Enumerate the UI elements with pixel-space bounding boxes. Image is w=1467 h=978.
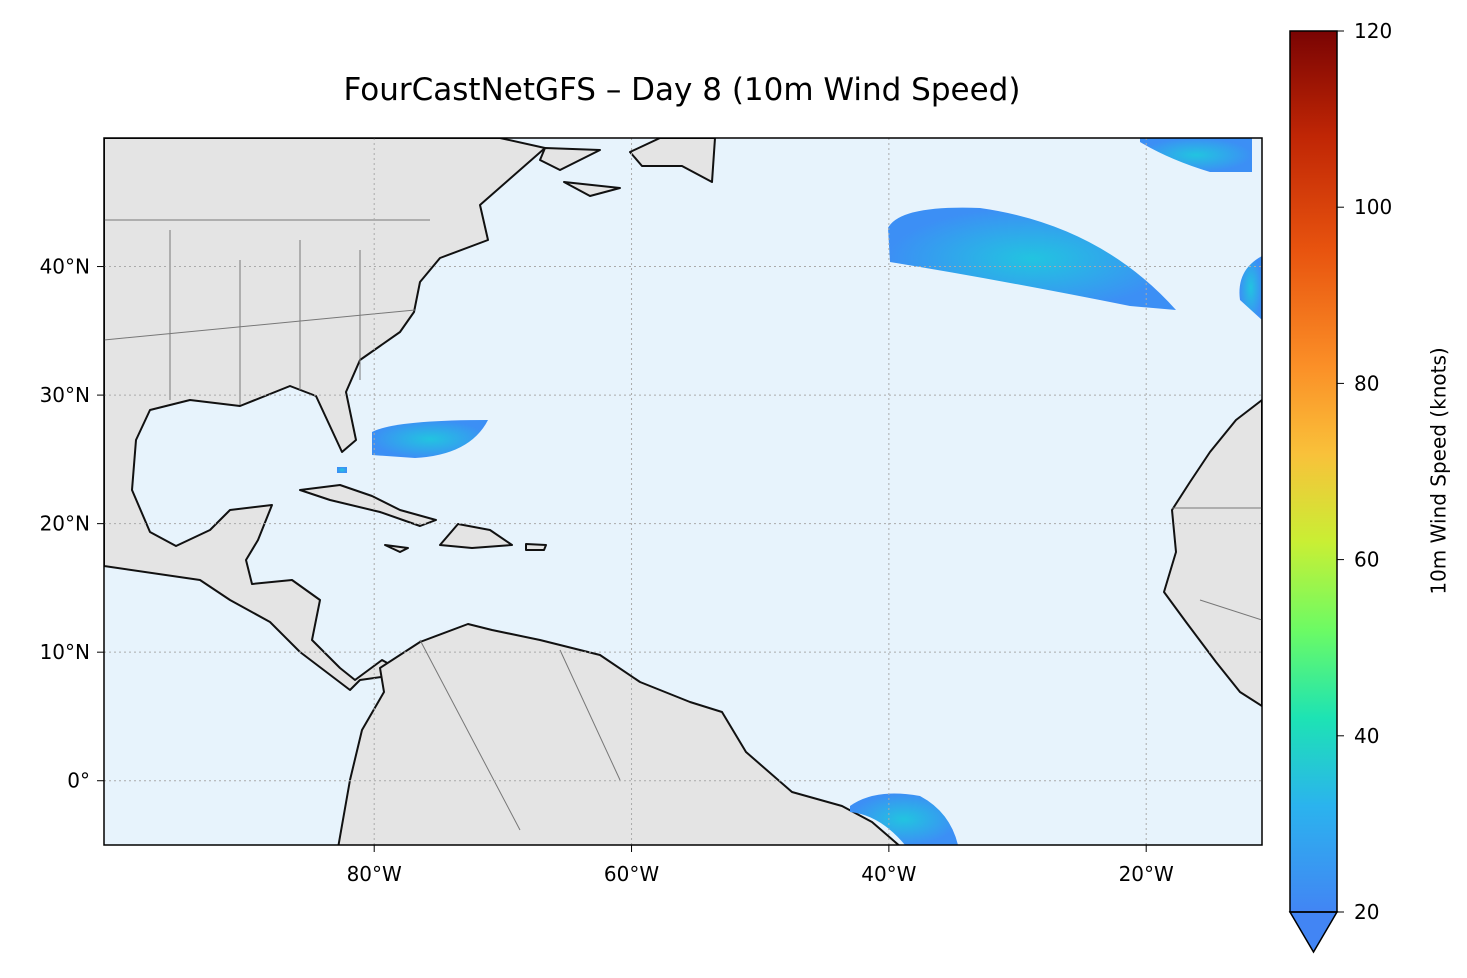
colorbar-label: 10m Wind Speed (knots) <box>1427 347 1451 594</box>
x-tick-label: 20°W <box>1119 862 1174 886</box>
map-title: FourCastNetGFS – Day 8 (10m Wind Speed) <box>344 72 1021 108</box>
colorbar-frame <box>1289 30 1338 913</box>
x-tick-label: 40°W <box>861 862 916 886</box>
y-tick-label: 40°N <box>40 255 90 279</box>
colorbar-tick-label: 100 <box>1354 195 1392 219</box>
colorbar-tick-label: 60 <box>1354 548 1379 572</box>
colorbar-tick-label: 40 <box>1354 724 1379 748</box>
wind-swaths <box>337 138 1262 845</box>
x-tick-label: 60°W <box>604 862 659 886</box>
colorbar-tick-label: 80 <box>1354 371 1379 395</box>
y-tick-label: 0° <box>67 769 90 793</box>
grid <box>104 138 1262 845</box>
borders <box>104 219 1262 831</box>
y-tick-label: 20°N <box>40 512 90 536</box>
y-tick-label: 10°N <box>40 640 90 664</box>
land <box>104 138 1262 845</box>
colorbar <box>1290 31 1337 912</box>
colorbar-extend <box>1288 911 1339 954</box>
map-area <box>104 138 1262 845</box>
y-tick-label: 30°N <box>40 383 90 407</box>
colorbar-tick-label: 120 <box>1354 19 1392 43</box>
map-frame <box>103 137 1263 846</box>
colorbar-tick-label: 20 <box>1354 900 1379 924</box>
x-tick-label: 80°W <box>347 862 402 886</box>
